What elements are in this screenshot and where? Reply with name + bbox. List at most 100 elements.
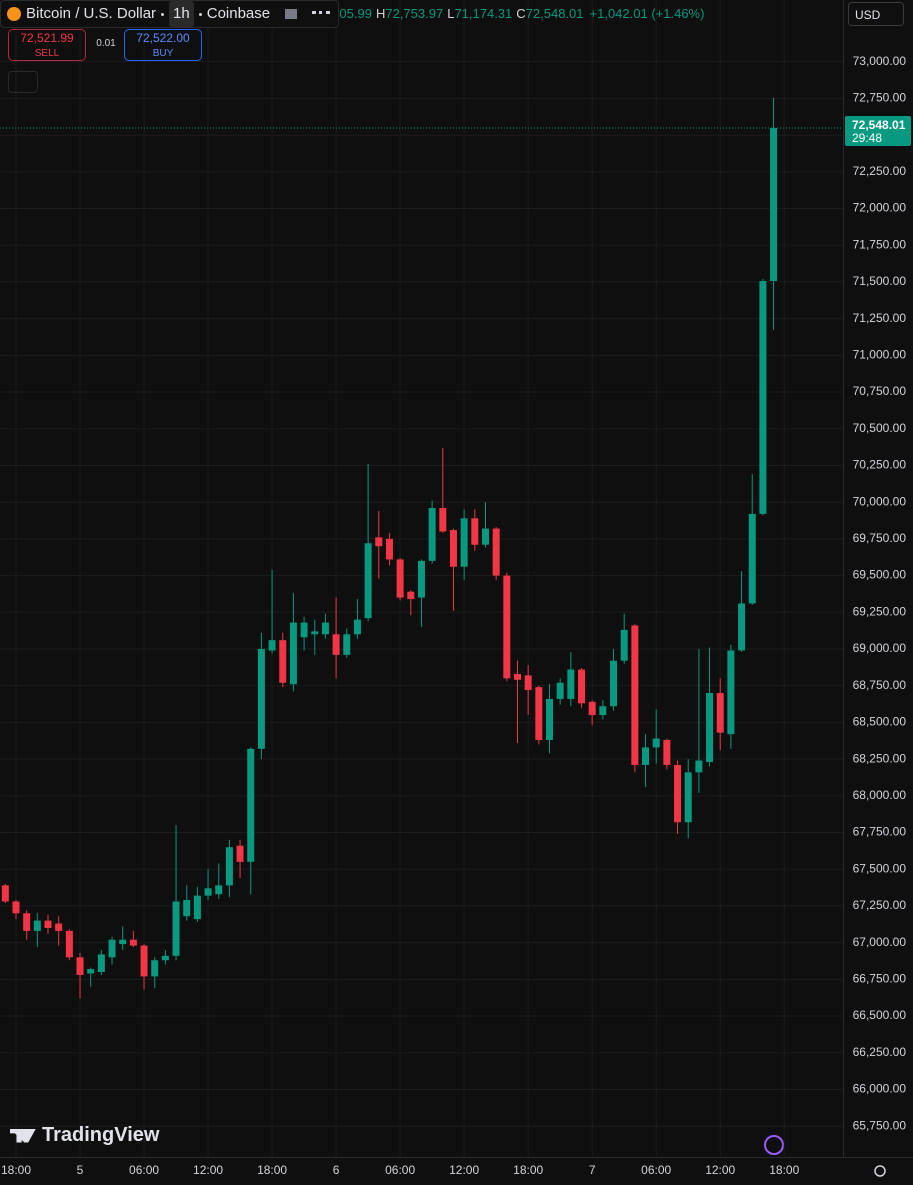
candle-body (770, 128, 778, 282)
y-tick-label: 70,250.00 (853, 458, 907, 472)
candle-body (364, 543, 372, 619)
separator (198, 12, 202, 16)
candle-body (97, 954, 105, 972)
candle-body (513, 673, 521, 680)
candle-body (140, 945, 148, 977)
candle-body (375, 537, 383, 547)
exchange: Coinbase (206, 5, 271, 22)
settings-button[interactable] (874, 1165, 886, 1177)
candle-body (343, 634, 351, 655)
candle-body (460, 518, 468, 567)
buy-label: BUY (152, 48, 174, 59)
candle-body (311, 631, 319, 635)
y-tick-label: 73,000.00 (853, 54, 907, 68)
sell-label: SELL (34, 48, 60, 59)
last-price-label: 72,548.01 (852, 118, 906, 132)
y-tick-label: 70,000.00 (853, 494, 907, 508)
y-tick-label: 65,750.00 (853, 1118, 907, 1132)
symbol: Bitcoin / U.S. Dollar (26, 5, 157, 22)
candle-body (620, 629, 628, 661)
x-tick-label: 18:00 (257, 1163, 287, 1177)
symbol-legend[interactable]: Bitcoin / U.S. Dollar 1h Coinbase (0, 0, 340, 28)
x-tick-label: 06:00 (641, 1163, 671, 1177)
ai-button[interactable] (764, 1135, 784, 1155)
axes: 65,750.00 66,000.00 66,250.00 66,500.00 66,7… (1, 54, 911, 1177)
interval: 1h (169, 1, 194, 27)
candle-body (353, 619, 361, 635)
currency-button[interactable]: USD (848, 2, 904, 26)
candle-body (204, 888, 212, 896)
candle-body (44, 920, 52, 928)
candles (0, 97, 843, 999)
candle-body (727, 650, 735, 735)
candle-body (33, 920, 41, 931)
y-tick-label: 66,750.00 (853, 972, 907, 986)
brand-logo (10, 1128, 36, 1143)
y-tick-label: 72,000.00 (853, 201, 907, 215)
candle-body (481, 528, 489, 545)
candle-body (289, 622, 297, 685)
candle-body (183, 900, 191, 917)
candle-body (417, 560, 425, 598)
candle-body (695, 760, 703, 773)
candle-body (172, 901, 180, 956)
candle-body (588, 701, 596, 716)
y-tick-label: 66,500.00 (853, 1008, 907, 1022)
y-tick-label: 70,500.00 (853, 421, 907, 435)
candle-body (55, 923, 63, 931)
legend-key: H (375, 6, 386, 21)
y-tick-label: 69,250.00 (853, 604, 907, 618)
x-tick-label: 12:00 (705, 1163, 735, 1177)
sell-button[interactable]: 72,521.99 SELL (8, 29, 86, 61)
x-tick-label: 18:00 (769, 1163, 799, 1177)
candle-body (268, 640, 276, 651)
buy-price: 72,522.00 (136, 31, 190, 45)
ohlc-legend: O71,505.99H72,753.97L71,174.31C72,548.01… (300, 4, 704, 24)
candle-body (439, 508, 447, 532)
x-tick-label: 06:00 (129, 1163, 159, 1177)
candle-body (12, 901, 20, 914)
y-tick-label: 68,500.00 (853, 715, 907, 729)
brand: TradingView (10, 1124, 159, 1147)
candle-body (674, 764, 682, 823)
x-tick-label: 06:00 (385, 1163, 415, 1177)
x-tick-label: 12:00 (449, 1163, 479, 1177)
candle-body (87, 969, 95, 974)
bitcoin-icon (7, 7, 21, 21)
legend-value: 72,548.01 (525, 6, 584, 21)
x-tick-label: 12:00 (193, 1163, 223, 1177)
x-tick-label: 18:00 (513, 1163, 543, 1177)
collapse-button[interactable] (8, 71, 38, 93)
candle-body (108, 939, 116, 958)
candle-body (215, 885, 223, 895)
more-icon[interactable] (312, 11, 331, 17)
y-tick-label: 66,250.00 (853, 1045, 907, 1059)
separator (161, 12, 165, 16)
candle-body (407, 591, 415, 600)
y-tick-label: 67,750.00 (853, 825, 907, 839)
candle-body (599, 706, 607, 716)
y-tick-label: 70,750.00 (853, 384, 907, 398)
y-tick-label: 66,000.00 (853, 1082, 907, 1096)
candle-body (748, 513, 756, 604)
y-tick-label: 72,250.00 (853, 164, 907, 178)
eye-icon[interactable] (285, 9, 298, 19)
candle-body (449, 530, 457, 567)
candle-body (65, 930, 73, 958)
candle-body (1, 885, 9, 902)
candle-body (300, 622, 308, 638)
y-tick-label: 71,750.00 (853, 237, 907, 251)
y-tick-label: 68,750.00 (853, 678, 907, 692)
grid (0, 0, 843, 1157)
candle-body (225, 847, 233, 886)
y-tick-label: 69,000.00 (853, 641, 907, 655)
candle-body (738, 603, 746, 651)
buy-button[interactable]: 72,522.00 BUY (124, 29, 202, 61)
candle-body (321, 622, 329, 635)
candle-body (76, 957, 84, 975)
candle-body (535, 687, 543, 741)
candle-body (652, 738, 660, 748)
candle-body (642, 747, 650, 765)
candle-body (524, 675, 532, 691)
y-tick-label: 71,250.00 (853, 311, 907, 325)
